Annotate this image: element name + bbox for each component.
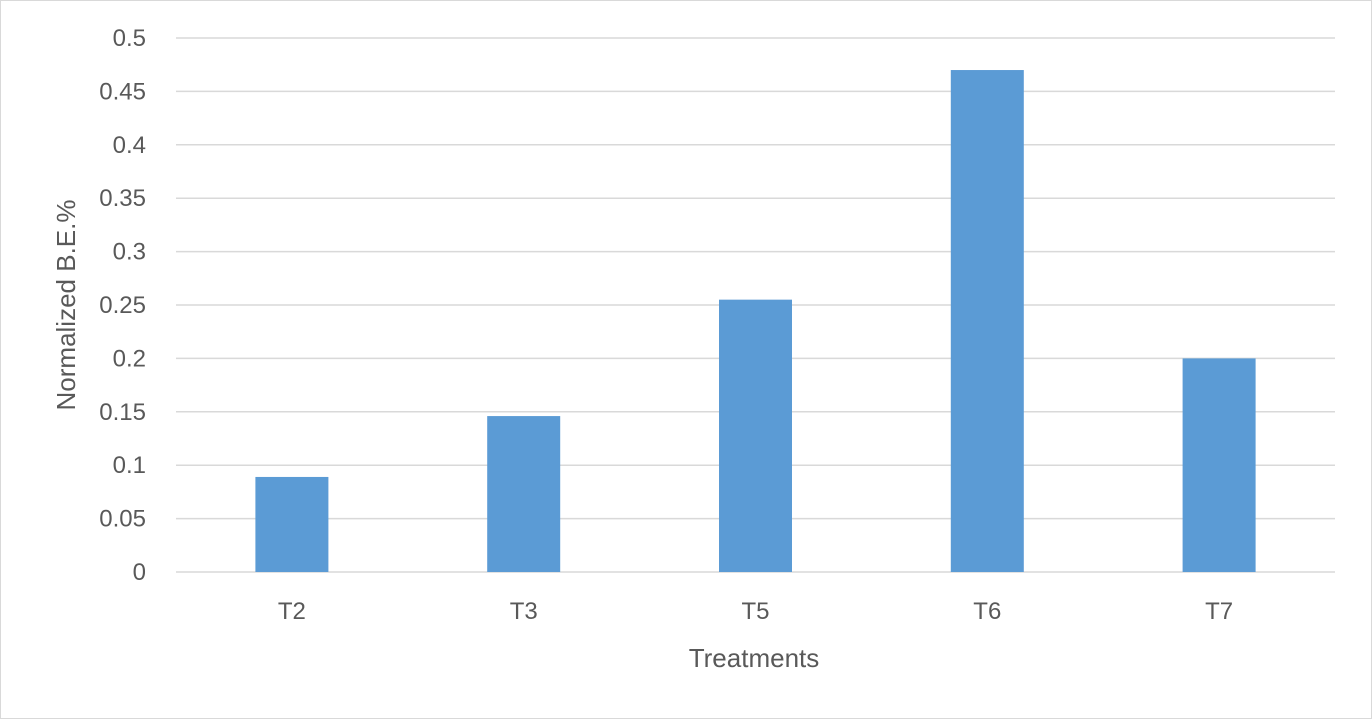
bar-t7: [1182, 358, 1256, 572]
y-tick-label: 0.5: [113, 25, 146, 52]
x-tick-label: T3: [510, 598, 538, 625]
y-tick-label: 0.45: [99, 78, 146, 105]
y-tick-label: 0.15: [99, 399, 146, 426]
y-tick-labels: 0 0.05 0.1 0.15 0.2 0.25 0.3 0.35 0.4 0.45 0.5: [99, 25, 146, 586]
bar-t6: [950, 70, 1024, 572]
y-tick-label: 0.3: [113, 239, 146, 266]
bar-t2: [255, 476, 329, 572]
x-tick-label: T7: [1205, 598, 1233, 625]
x-tick-label: T2: [278, 598, 306, 625]
y-axis-title: Normalized B.E.%: [51, 200, 81, 411]
y-tick-label: 0.4: [113, 132, 146, 159]
x-tick-label: T6: [973, 598, 1001, 625]
bar-t3: [487, 416, 561, 572]
y-tick-label: 0: [133, 559, 146, 586]
y-tick-label: 0.35: [99, 185, 146, 212]
bars: [255, 70, 1256, 572]
x-axis-title: Treatments: [689, 643, 820, 673]
bar-t5: [719, 299, 792, 572]
x-tick-labels: T2 T3 T5 T6 T7: [278, 598, 1233, 625]
y-tick-label: 0.1: [113, 452, 146, 479]
x-tick-label: T5: [741, 598, 769, 625]
y-tick-label: 0.25: [99, 292, 146, 319]
y-tick-label: 0.2: [113, 345, 146, 372]
y-tick-label: 0.05: [99, 506, 146, 533]
